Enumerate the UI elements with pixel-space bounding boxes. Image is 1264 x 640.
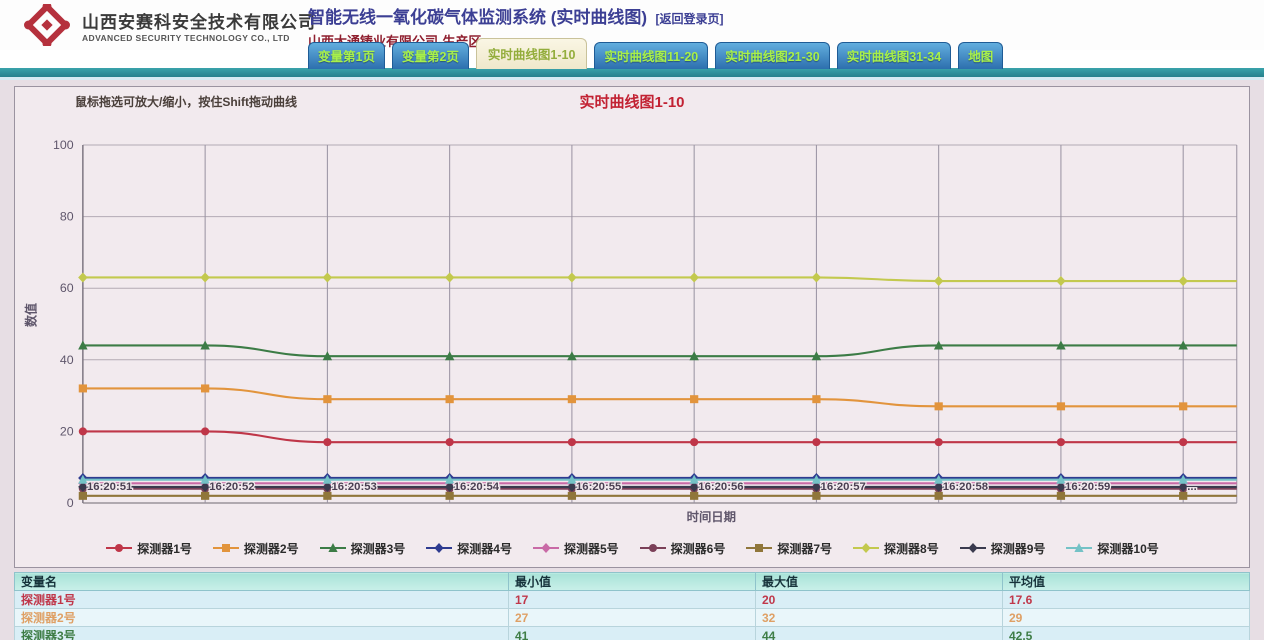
legend-item-detector-3[interactable]: 探测器3号 (319, 540, 406, 557)
series-detector-2 (78, 384, 1237, 411)
company-logo-icon (24, 4, 70, 46)
legend-marker-detector-10 (1066, 543, 1093, 552)
cell-detector-3-max: 44 (755, 626, 1003, 640)
stats-table-header-row: 变量名 最小值 最大值 平均值 (14, 572, 1250, 591)
legend-item-detector-7[interactable]: 探测器7号 (745, 540, 832, 557)
teal-divider-bar (0, 68, 1264, 77)
series-detector-10 (78, 474, 1237, 484)
legend-marker-detector-2 (212, 544, 239, 552)
cell-detector-3-name: 探测器3号 (14, 626, 509, 640)
svg-text:16:20:58: 16:20:58 (943, 481, 988, 493)
legend-item-detector-4[interactable]: 探测器4号 (425, 540, 512, 557)
legend-item-detector-5[interactable]: 探测器5号 (532, 540, 619, 557)
app-header: 山西安赛科安全技术有限公司 ADVANCED SECURITY TECHNOLO… (0, 0, 1264, 50)
page-title: 智能无线一氧化碳气体监测系统 (实时曲线图) (308, 8, 648, 27)
tab-realtime-curve-31-34[interactable]: 实时曲线图31-34 (836, 42, 952, 69)
column-header-1: 最小值 (508, 572, 756, 591)
svg-text:数值: 数值 (23, 303, 38, 328)
svg-text:0: 0 (67, 496, 74, 510)
cell-detector-2-avg: 29 (1002, 608, 1250, 627)
tab-realtime-curve-11-20[interactable]: 实时曲线图11-20 (594, 42, 709, 69)
tab-realtime-curve-1-10[interactable]: 实时曲线图1-10 (475, 38, 588, 69)
legend-item-detector-8[interactable]: 探测器8号 (852, 540, 939, 557)
legend-marker-detector-1 (106, 544, 133, 552)
svg-text:80: 80 (60, 210, 74, 224)
svg-text:20: 20 (60, 425, 74, 439)
column-header-0: 变量名 (14, 572, 509, 591)
legend-item-detector-1[interactable]: 探测器1号 (105, 540, 192, 557)
legend-label-detector-1: 探测器1号 (137, 541, 192, 556)
cell-detector-3-min: 41 (508, 626, 756, 640)
cell-detector-2-name: 探测器2号 (14, 608, 509, 627)
legend-marker-detector-7 (746, 544, 773, 552)
svg-text:60: 60 (60, 281, 74, 295)
svg-text:...: ... (1187, 481, 1196, 493)
series-detector-1 (78, 427, 1237, 447)
tab-variables-page-1[interactable]: 变量第1页 (308, 42, 385, 69)
cell-detector-1-avg: 17.6 (1002, 590, 1250, 609)
legend-marker-detector-6 (639, 544, 666, 552)
svg-text:时间日期: 时间日期 (687, 509, 736, 524)
company-name-cn: 山西安赛科安全技术有限公司 (82, 12, 316, 32)
legend-marker-detector-9 (959, 543, 986, 553)
chart-panel: 鼠标拖选可放大/缩小，按住Shift拖动曲线 实时曲线图1-10 0 20 40 60… (14, 86, 1250, 568)
legend-item-detector-9[interactable]: 探测器9号 (959, 540, 1046, 557)
legend-label-detector-10: 探测器10号 (1097, 541, 1159, 556)
legend-label-detector-9: 探测器9号 (990, 541, 1046, 556)
light-divider-strip (0, 77, 1264, 80)
svg-text:16:20:53: 16:20:53 (332, 481, 377, 493)
legend-marker-detector-4 (426, 543, 453, 553)
legend-label-detector-4: 探测器4号 (457, 541, 512, 556)
svg-text:40: 40 (60, 353, 74, 367)
svg-text:16:20:51: 16:20:51 (87, 481, 132, 493)
tab-realtime-curve-21-30[interactable]: 实时曲线图21-30 (715, 42, 830, 69)
legend-item-detector-10[interactable]: 探测器10号 (1065, 540, 1159, 557)
table-row-detector-1: 探测器1号 17 20 17.6 (14, 590, 1250, 609)
series-detector-7 (78, 491, 1237, 500)
legend-label-detector-7: 探测器7号 (777, 541, 833, 556)
chart-plot-area[interactable]: 0 20 40 60 80 100 16:20:51 16:20:52 16:20:53 16:2… (19, 109, 1245, 533)
legend-label-detector-3: 探测器3号 (350, 541, 406, 556)
series-detector-8 (78, 272, 1237, 287)
main-content: 鼠标拖选可放大/缩小，按住Shift拖动曲线 实时曲线图1-10 0 20 40 60… (0, 80, 1264, 640)
chart-zoom-hint: 鼠标拖选可放大/缩小，按住Shift拖动曲线 (75, 95, 297, 109)
legend-item-detector-2[interactable]: 探测器2号 (212, 540, 299, 557)
cell-detector-1-min: 17 (508, 590, 756, 609)
chart-legend: 探测器1号 探测器2号 探测器3号 探测器4号 探测器5号 探测器6号 探测器7号 探测器8号… (19, 533, 1245, 563)
tab-strip: 变量第1页 变量第2页 实时曲线图1-10 实时曲线图11-20 实时曲线图21-30 实… (308, 38, 1004, 69)
detector-stats-table: 变量名 最小值 最大值 平均值 探测器1号 17 20 17.6 探测器2号 27 32 29 探测器… (14, 572, 1250, 640)
legend-marker-detector-5 (532, 543, 559, 553)
back-to-login-link[interactable]: [返回登录页] (655, 12, 724, 26)
table-row-detector-3: 探测器3号 41 44 42.5 (14, 626, 1250, 640)
legend-label-detector-8: 探测器8号 (884, 541, 939, 556)
cell-detector-1-max: 20 (755, 590, 1003, 609)
column-header-3: 平均值 (1002, 572, 1250, 591)
chart-title: 实时曲线图1-10 (579, 94, 685, 111)
legend-label-detector-5: 探测器5号 (563, 541, 619, 556)
legend-item-detector-6[interactable]: 探测器6号 (639, 540, 726, 557)
svg-text:16:20:52: 16:20:52 (209, 481, 254, 493)
legend-label-detector-6: 探测器6号 (670, 541, 726, 556)
svg-text:16:20:57: 16:20:57 (821, 481, 866, 493)
legend-label-detector-2: 探测器2号 (243, 541, 299, 556)
company-logo-block: 山西安赛科安全技术有限公司 ADVANCED SECURITY TECHNOLO… (20, 4, 316, 46)
company-name-en: ADVANCED SECURITY TECHNOLOGY CO., LTD (82, 32, 290, 43)
svg-text:16:20:56: 16:20:56 (698, 481, 743, 493)
tab-variables-page-2[interactable]: 变量第2页 (391, 42, 469, 69)
svg-text:100: 100 (53, 138, 74, 152)
svg-text:16:20:54: 16:20:54 (454, 481, 500, 493)
svg-text:16:20:59: 16:20:59 (1065, 481, 1110, 493)
cell-detector-3-avg: 42.5 (1002, 626, 1250, 640)
legend-marker-detector-3 (319, 543, 346, 552)
cell-detector-1-name: 探测器1号 (14, 590, 509, 609)
svg-text:16:20:55: 16:20:55 (576, 481, 621, 493)
cell-detector-2-max: 32 (755, 608, 1003, 627)
legend-marker-detector-8 (853, 543, 880, 553)
series-detector-3 (78, 340, 1237, 361)
tab-map[interactable]: 地图 (958, 42, 1004, 69)
column-header-2: 最大值 (755, 572, 1003, 591)
cell-detector-2-min: 27 (508, 608, 756, 627)
tab-bar: 变量第1页 变量第2页 实时曲线图1-10 实时曲线图11-20 实时曲线图21-30 实… (0, 38, 1264, 80)
table-row-detector-2: 探测器2号 27 32 29 (14, 608, 1250, 627)
